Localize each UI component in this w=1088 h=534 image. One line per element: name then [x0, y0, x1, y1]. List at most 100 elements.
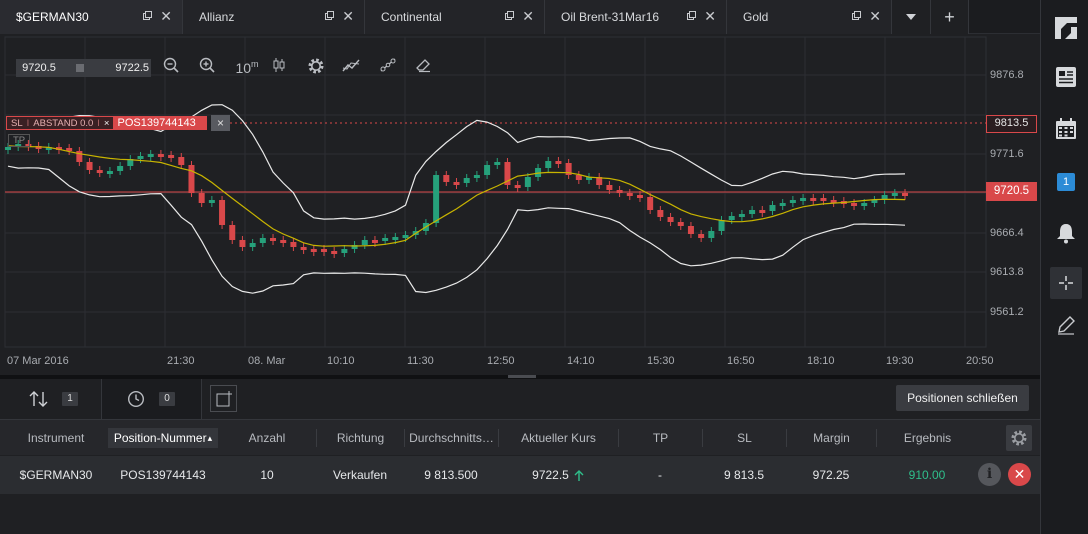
close-positions-button[interactable]: Positionen schließen — [896, 385, 1029, 411]
candle-body — [524, 177, 531, 187]
calendar-button[interactable] — [1050, 113, 1082, 145]
tab-german30[interactable]: $GERMAN30 ✕ — [0, 0, 183, 34]
candle-body — [76, 151, 83, 162]
ask-price: 9722.5 — [115, 62, 149, 74]
candle-body — [137, 156, 144, 159]
y-tick: 9613.8 — [990, 266, 1024, 278]
notifications-button[interactable]: 1 — [1050, 166, 1082, 198]
tab-oil-brent[interactable]: Oil Brent-31Mar16 ✕ — [545, 0, 727, 34]
drawing-tool-button[interactable] — [379, 57, 401, 79]
tab-dropdown-button[interactable] — [892, 0, 931, 34]
zoom-in-button[interactable] — [199, 57, 221, 79]
chart-area[interactable]: 9720.5 9722.5 10 m — [0, 35, 1040, 375]
candle-body — [402, 235, 409, 238]
candle-body — [361, 240, 368, 245]
column-header[interactable]: Aktueller Kurs — [498, 429, 618, 447]
candle-body — [504, 162, 511, 185]
column-header[interactable]: Anzahl — [248, 431, 286, 445]
candle-body — [86, 162, 93, 170]
table-row[interactable]: $GERMAN30 POS139744143 10 Verkaufen 9 81… — [0, 456, 1040, 494]
tab-label: Gold — [743, 10, 769, 24]
info-icon[interactable]: i — [978, 463, 1001, 486]
candle-body — [555, 161, 562, 164]
right-sidebar: 1 — [1040, 0, 1088, 534]
candle-body — [575, 175, 582, 180]
candle-body — [718, 220, 725, 231]
indicators-button[interactable] — [342, 57, 364, 79]
tab-orders[interactable]: 0 — [102, 379, 202, 419]
candle-body — [371, 240, 378, 243]
drawing-button[interactable] — [1050, 309, 1082, 341]
x-tick: 21:30 — [167, 355, 195, 367]
tab-label: $GERMAN30 — [16, 10, 89, 24]
tab-positions[interactable]: 1 — [0, 379, 102, 419]
column-header[interactable]: Ergebnis — [876, 429, 978, 447]
resize-handle[interactable] — [508, 375, 536, 378]
candle-body — [157, 154, 164, 157]
close-icon[interactable]: ✕ — [522, 8, 534, 24]
eraser-button[interactable] — [415, 57, 437, 79]
timeframe-button[interactable]: 10 m — [234, 57, 260, 79]
close-icon[interactable]: ✕ — [160, 8, 172, 24]
close-position-icon[interactable]: ✕ — [1008, 463, 1031, 486]
popout-icon[interactable] — [852, 11, 861, 20]
panel-divider[interactable] — [0, 375, 1040, 379]
bell-icon — [1057, 224, 1075, 244]
tab-allianz[interactable]: Allianz ✕ — [183, 0, 365, 34]
logo-button[interactable] — [1050, 12, 1082, 44]
candle-body — [820, 198, 827, 201]
kurs-value: 9722.5 — [532, 468, 569, 482]
candle-body — [616, 190, 623, 193]
x-tick: 15:30 — [647, 355, 675, 367]
candlestick-chart[interactable] — [0, 35, 1040, 375]
candle-body — [66, 148, 73, 151]
candle-body — [300, 247, 307, 250]
add-tab-button[interactable]: + — [931, 0, 969, 34]
bid-ask-box: 9720.5 9722.5 — [16, 59, 151, 77]
candle-body — [514, 185, 521, 188]
popout-icon[interactable] — [325, 11, 334, 20]
news-button[interactable] — [1050, 61, 1082, 93]
plus-icon: + — [944, 6, 955, 27]
crosshair-button[interactable] — [1050, 267, 1082, 299]
column-header[interactable]: Margin — [786, 429, 876, 447]
candle-body — [259, 238, 266, 243]
tab-gold[interactable]: Gold ✕ — [727, 0, 892, 34]
alerts-button[interactable] — [1050, 217, 1082, 249]
popout-icon[interactable] — [505, 11, 514, 20]
table-settings-button[interactable] — [1006, 425, 1032, 451]
column-header-sorted[interactable]: Position-Nummer ▴ — [108, 428, 218, 448]
column-header[interactable]: Instrument — [27, 431, 85, 445]
cell-kurs: 9722.5 — [498, 456, 618, 494]
close-icon[interactable]: ✕ — [869, 8, 881, 24]
popout-icon[interactable] — [143, 11, 152, 20]
column-header[interactable]: Durchschnitts… — [404, 429, 498, 447]
candle-body — [891, 193, 898, 196]
close-icon[interactable]: ✕ — [342, 8, 354, 24]
tab-continental[interactable]: Continental ✕ — [365, 0, 545, 34]
stop-loss-bar[interactable]: SL I ABSTAND 0.0 I × POS139744143 — [6, 116, 207, 130]
zoom-out-button[interactable] — [163, 57, 185, 79]
add-tab-button[interactable] — [210, 385, 237, 412]
popout-icon[interactable] — [687, 11, 696, 20]
take-profit-label[interactable]: TP — [8, 134, 31, 147]
gear-icon — [308, 58, 324, 74]
candle-body — [861, 203, 868, 206]
candle-body — [871, 200, 878, 203]
column-header[interactable]: TP — [618, 429, 702, 447]
cell-margin: 972.25 — [812, 468, 850, 482]
arrow-up-icon — [574, 469, 584, 481]
cell-anzahl: 10 — [260, 468, 274, 482]
tab-label: Oil Brent-31Mar16 — [561, 10, 660, 24]
settings-button[interactable] — [307, 57, 329, 79]
sl-close-icon[interactable]: × — [103, 117, 110, 129]
candle-body — [851, 203, 858, 206]
column-header[interactable]: Richtung — [316, 429, 404, 447]
chart-type-button[interactable] — [271, 57, 293, 79]
tab-bar: $GERMAN30 ✕ Allianz ✕ Continental ✕ Oil … — [0, 0, 1040, 34]
candle-body — [147, 154, 154, 157]
column-header[interactable]: SL — [702, 429, 786, 447]
close-icon[interactable]: ✕ — [704, 8, 716, 24]
candle-body — [208, 200, 215, 203]
position-close-button[interactable]: × — [211, 115, 230, 131]
